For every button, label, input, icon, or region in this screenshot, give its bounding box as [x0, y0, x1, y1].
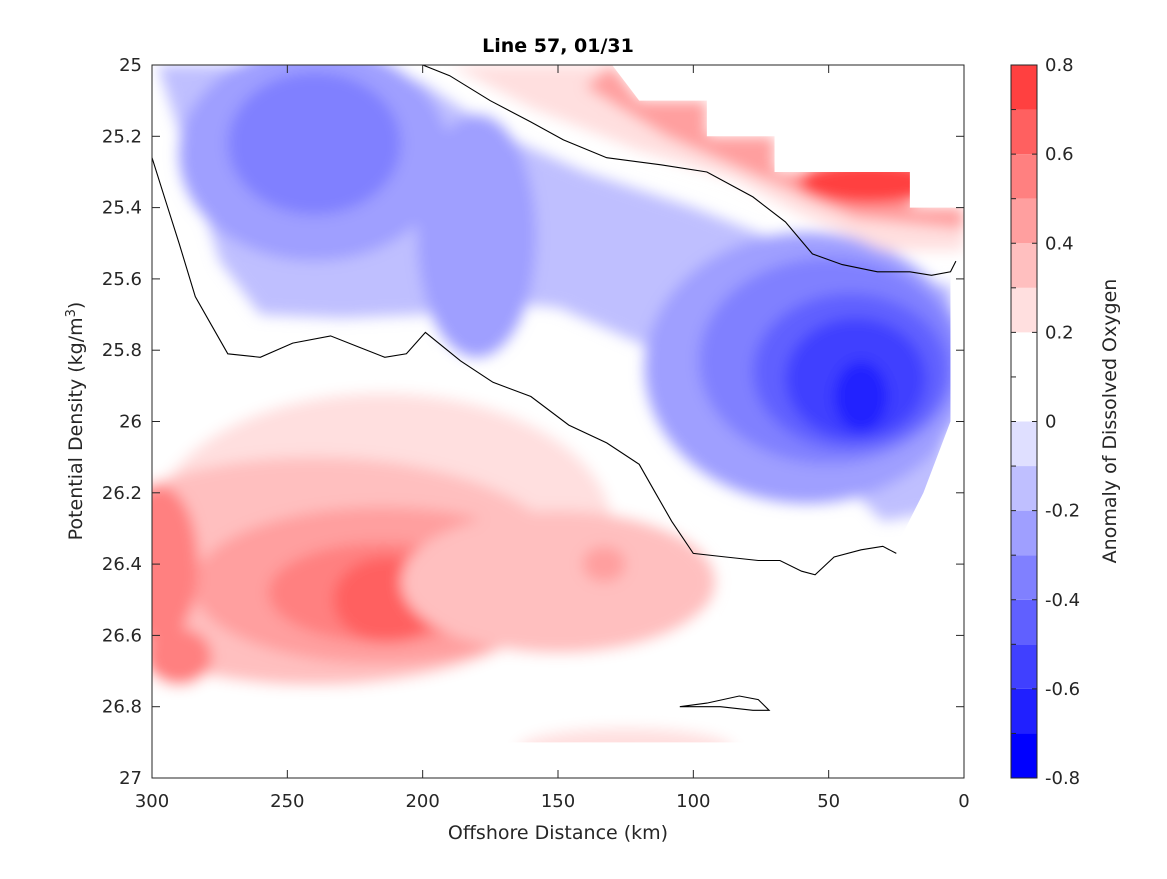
chart-title: Line 57, 01/31: [482, 35, 634, 57]
colorbar-swatch: [1011, 599, 1037, 645]
anomaly-blob: [834, 360, 889, 433]
x-tick-label: 0: [958, 791, 969, 812]
x-axis-label: Offshore Distance (km): [448, 822, 668, 844]
colorbar-swatch: [1011, 555, 1037, 600]
y-tick-label: 27: [119, 768, 142, 789]
anomaly-blob: [227, 72, 402, 215]
colorbar-swatch: [1011, 510, 1037, 556]
colorbar: 0.8 0.6 0.4 0.2 0 -0.2 -0.4 -0.6 -0.8: [1010, 55, 1080, 789]
colorbar-swatch: [1011, 332, 1037, 377]
y-tick-label: 25: [119, 55, 142, 76]
zero-contour-lines: [152, 65, 957, 711]
y-axis-label-main: Potential Density (kg/m: [65, 317, 87, 540]
anomaly-blob: [582, 546, 626, 582]
colorbar-tick-label: 0: [1045, 412, 1056, 433]
x-tick-label: 100: [676, 791, 710, 812]
axes: 300 250 200 150 100 50 0 25 25.2 25.4 25.6 25.8 26 26…: [102, 55, 970, 812]
colorbar-tick-label: 0.6: [1045, 144, 1074, 165]
y-tick-label: 26: [119, 412, 142, 433]
y-tick-label: 25.4: [102, 198, 142, 219]
x-tick-label: 300: [135, 791, 169, 812]
colorbar-tick-label: 0.2: [1045, 322, 1074, 343]
y-axis-label-superscript: 3: [64, 309, 79, 317]
y-tick-label: 26.4: [102, 554, 142, 575]
colorbar-swatch: [1011, 65, 1037, 110]
colorbar-swatch: [1011, 376, 1037, 422]
colorbar-tick-label: -0.8: [1045, 768, 1080, 789]
colorbar-swatch: [1011, 154, 1037, 199]
anomaly-blob: [401, 510, 715, 654]
x-tick-label: 250: [270, 791, 304, 812]
colorbar-swatch: [1011, 733, 1037, 778]
colorbar-swatch: [1011, 109, 1037, 155]
zero-contour-line-2: [422, 65, 957, 276]
colorbar-tick-label: 0.4: [1045, 233, 1074, 254]
zero-contour-line-1: [152, 157, 897, 576]
y-tick-label: 26.8: [102, 697, 142, 718]
anomaly-blob: [152, 628, 212, 686]
no-data-right-edge: [882, 261, 964, 743]
colorbar-swatch: [1011, 287, 1037, 333]
no-data-bottom: [152, 742, 870, 778]
x-tick-label: 50: [817, 791, 840, 812]
colorbar-swatch: [1011, 688, 1037, 734]
anomaly-blob: [152, 485, 199, 643]
anomaly-blob: [162, 703, 369, 732]
y-axis-label-close: ): [65, 302, 87, 309]
anomaly-blob: [798, 161, 940, 205]
y-tick-label: 26.6: [102, 625, 142, 646]
colorbar-tick-label: -0.2: [1045, 501, 1080, 522]
y-tick-label: 25.8: [102, 340, 142, 361]
colorbar-tick-label: 0.8: [1045, 55, 1074, 76]
x-tick-label: 150: [541, 791, 575, 812]
y-axis-label: Potential Density (kg/m3): [64, 302, 87, 541]
colorbar-tick-label: -0.4: [1045, 590, 1080, 611]
colorbar-swatch: [1011, 198, 1037, 244]
no-data-top-right: [612, 65, 964, 208]
colorbar-swatch: [1011, 466, 1037, 511]
oxygen-anomaly-field: [152, 65, 964, 778]
anomaly-blob: [417, 114, 537, 358]
y-tick-label: 25.6: [102, 269, 142, 290]
colorbar-swatch: [1011, 243, 1037, 288]
colorbar-tick-label: -0.6: [1045, 679, 1080, 700]
colorbar-swatch: [1011, 644, 1037, 689]
colorbar-label: Anomaly of Dissolved Oxygen: [1099, 279, 1121, 564]
x-tick-label: 200: [405, 791, 439, 812]
y-tick-label: 26.2: [102, 483, 142, 504]
colorbar-swatch: [1011, 421, 1037, 467]
y-tick-label: 25.2: [102, 126, 142, 147]
zero-contour-line-3: [679, 695, 771, 711]
